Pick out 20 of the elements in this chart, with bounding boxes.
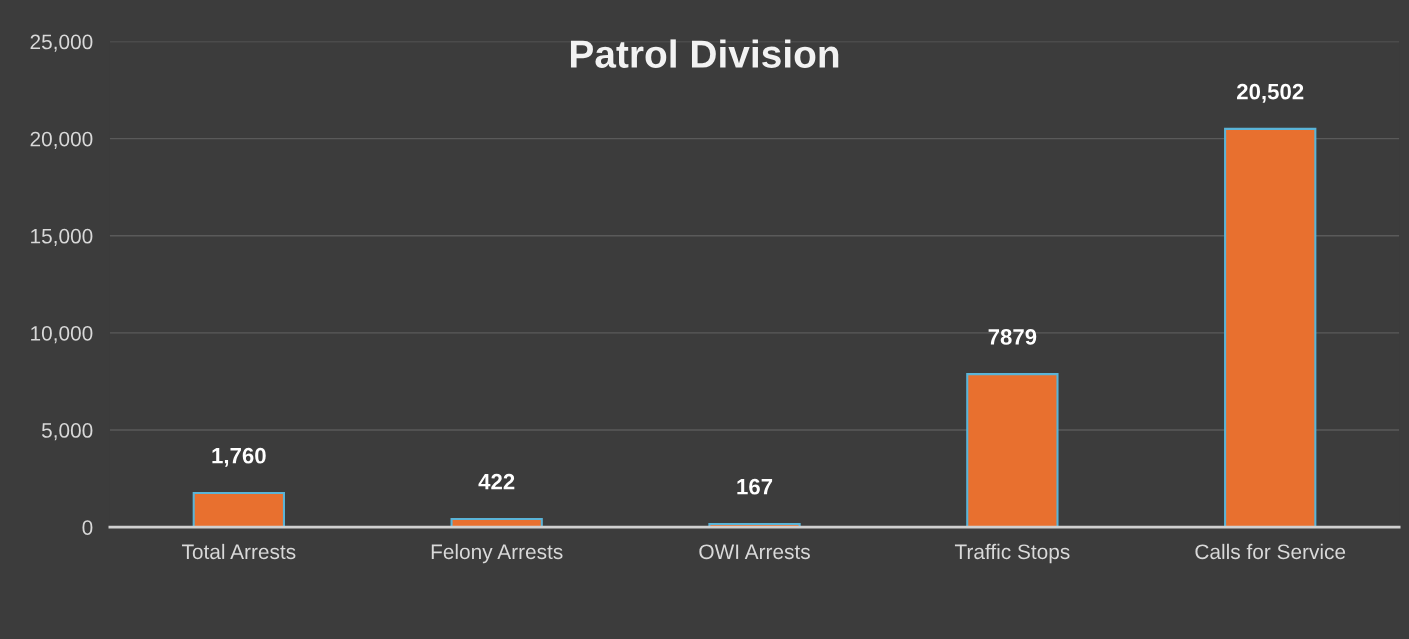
data-label: 167: [737, 478, 773, 495]
bar: [966, 373, 1059, 528]
x-tick-label: Felony Arrests: [431, 543, 563, 564]
x-tick-label: Total Arrests: [181, 543, 296, 560]
x-tick-label: Calls for Service: [1195, 543, 1346, 560]
data-label: 20,502: [1237, 83, 1304, 103]
data-label: 1,760: [212, 447, 266, 467]
x-tick-label: Traffic Stops: [954, 543, 1070, 564]
y-tick-label: 5,000: [41, 423, 93, 441]
chart-title: Patrol Division: [570, 39, 839, 68]
y-tick-label: 20,000: [30, 131, 93, 149]
y-tick-label: 15,000: [31, 228, 93, 247]
y-tick-label: 10,000: [31, 325, 93, 344]
bar: [1224, 127, 1317, 528]
y-tick-label: 25,000: [30, 34, 93, 52]
bar: [192, 491, 285, 528]
y-tick-label: 0: [82, 520, 93, 535]
data-label: 7879: [988, 328, 1037, 345]
x-tick-label: OWI Arrests: [699, 544, 810, 560]
data-label: 422: [478, 473, 515, 490]
